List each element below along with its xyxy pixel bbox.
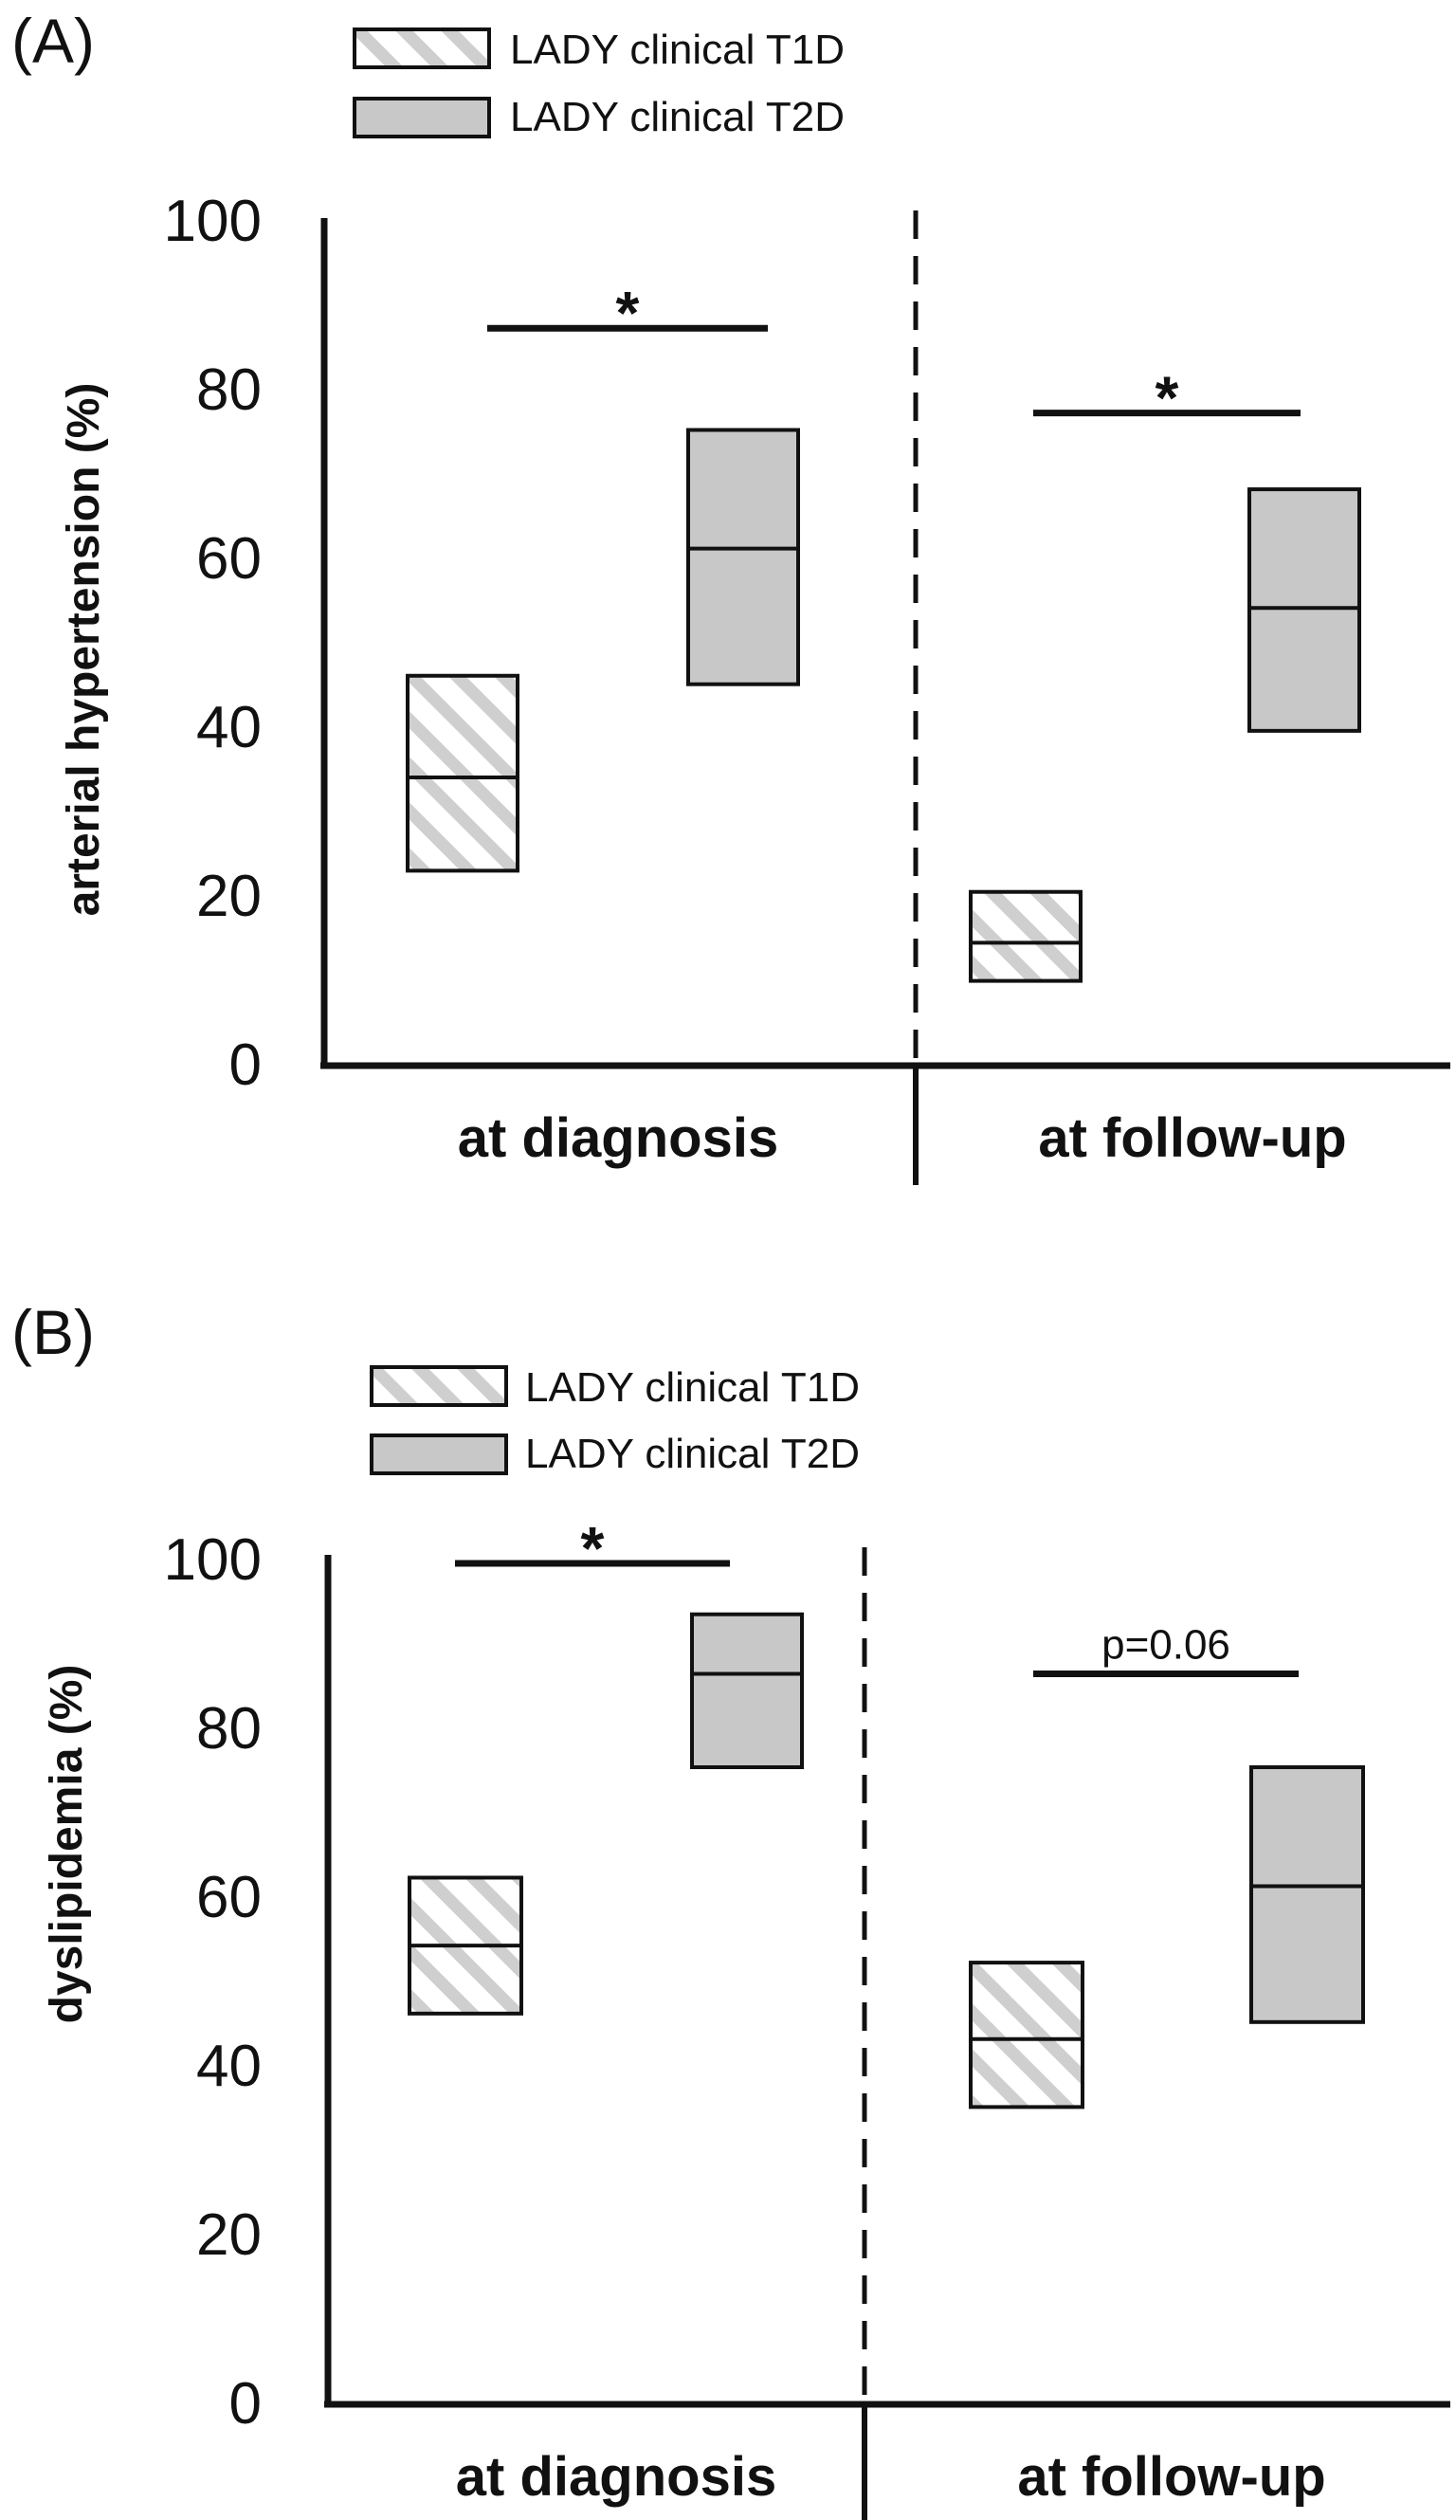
y-tick-b-60: 60: [196, 1865, 262, 1930]
legend-a-t2d-label: LADY clinical T2D: [510, 94, 845, 140]
y-tick-a-80: 80: [196, 357, 262, 423]
y-ticks-b: 0 20 40 60 80 100: [164, 1527, 262, 2437]
box-a-t2d-diagnosis: [686, 428, 800, 686]
x-category-b-followup: at follow-up: [1017, 2446, 1325, 2508]
sig-label-b-followup: p=0.06: [1101, 1621, 1230, 1668]
box-a-t1d-followup: [969, 889, 1083, 983]
x-category-a-diagnosis: at diagnosis: [458, 1107, 778, 1169]
box-a-t1d-diagnosis: [406, 673, 519, 873]
box-b-t1d-followup: [969, 1961, 1084, 2109]
legend-a-t1d-swatch: [353, 27, 491, 69]
y-tick-a-40: 40: [196, 695, 262, 760]
box-a-t2d-followup: [1247, 487, 1361, 733]
y-axis-label-a: arterial hypertension (%): [59, 383, 109, 917]
y-tick-b-20: 20: [196, 2202, 262, 2268]
legend-b-t1d-label: LADY clinical T1D: [525, 1364, 860, 1411]
y-axis-label-b: dyslipidemia (%): [42, 1665, 92, 2024]
legend-a: LADY clinical T1D LADY clinical T2D: [353, 27, 845, 140]
panel-b-label: (B): [11, 1297, 95, 1367]
y-tick-b-100: 100: [164, 1527, 262, 1593]
box-b-t2d-diagnosis: [690, 1612, 804, 1769]
sig-label-a-diagnosis: *: [616, 279, 640, 347]
y-tick-a-60: 60: [196, 526, 262, 592]
y-tick-a-20: 20: [196, 864, 262, 929]
legend-b: LADY clinical T1D LADY clinical T2D: [370, 1364, 860, 1477]
y-tick-b-80: 80: [196, 1696, 262, 1762]
sig-label-b-diagnosis: *: [581, 1514, 605, 1582]
y-ticks-a: 0 20 40 60 80 100: [164, 189, 262, 1098]
panel-b: (B) LADY clinical T1D LADY clinical T2D …: [11, 1297, 1450, 2520]
y-tick-a-100: 100: [164, 189, 262, 254]
legend-a-t1d-label: LADY clinical T1D: [510, 27, 845, 73]
legend-a-t2d-swatch: [353, 97, 491, 138]
y-tick-b-0: 0: [229, 2371, 262, 2437]
panel-a-label: (A): [11, 6, 95, 76]
legend-b-t2d-label: LADY clinical T2D: [525, 1431, 860, 1477]
legend-b-t2d-swatch: [370, 1433, 508, 1475]
x-category-b-diagnosis: at diagnosis: [456, 2446, 776, 2508]
x-category-a-followup: at follow-up: [1038, 1107, 1346, 1169]
box-b-t2d-followup: [1249, 1765, 1365, 2024]
y-tick-a-0: 0: [229, 1032, 262, 1098]
sig-label-a-followup: *: [1156, 364, 1179, 432]
y-tick-b-40: 40: [196, 2034, 262, 2099]
marks-a: * *: [406, 279, 1361, 983]
legend-b-t1d-swatch: [370, 1365, 508, 1407]
panel-a: (A) LADY clinical T1D LADY clinical T2D …: [11, 6, 1450, 1185]
marks-b: * p=0.06: [408, 1514, 1365, 2109]
